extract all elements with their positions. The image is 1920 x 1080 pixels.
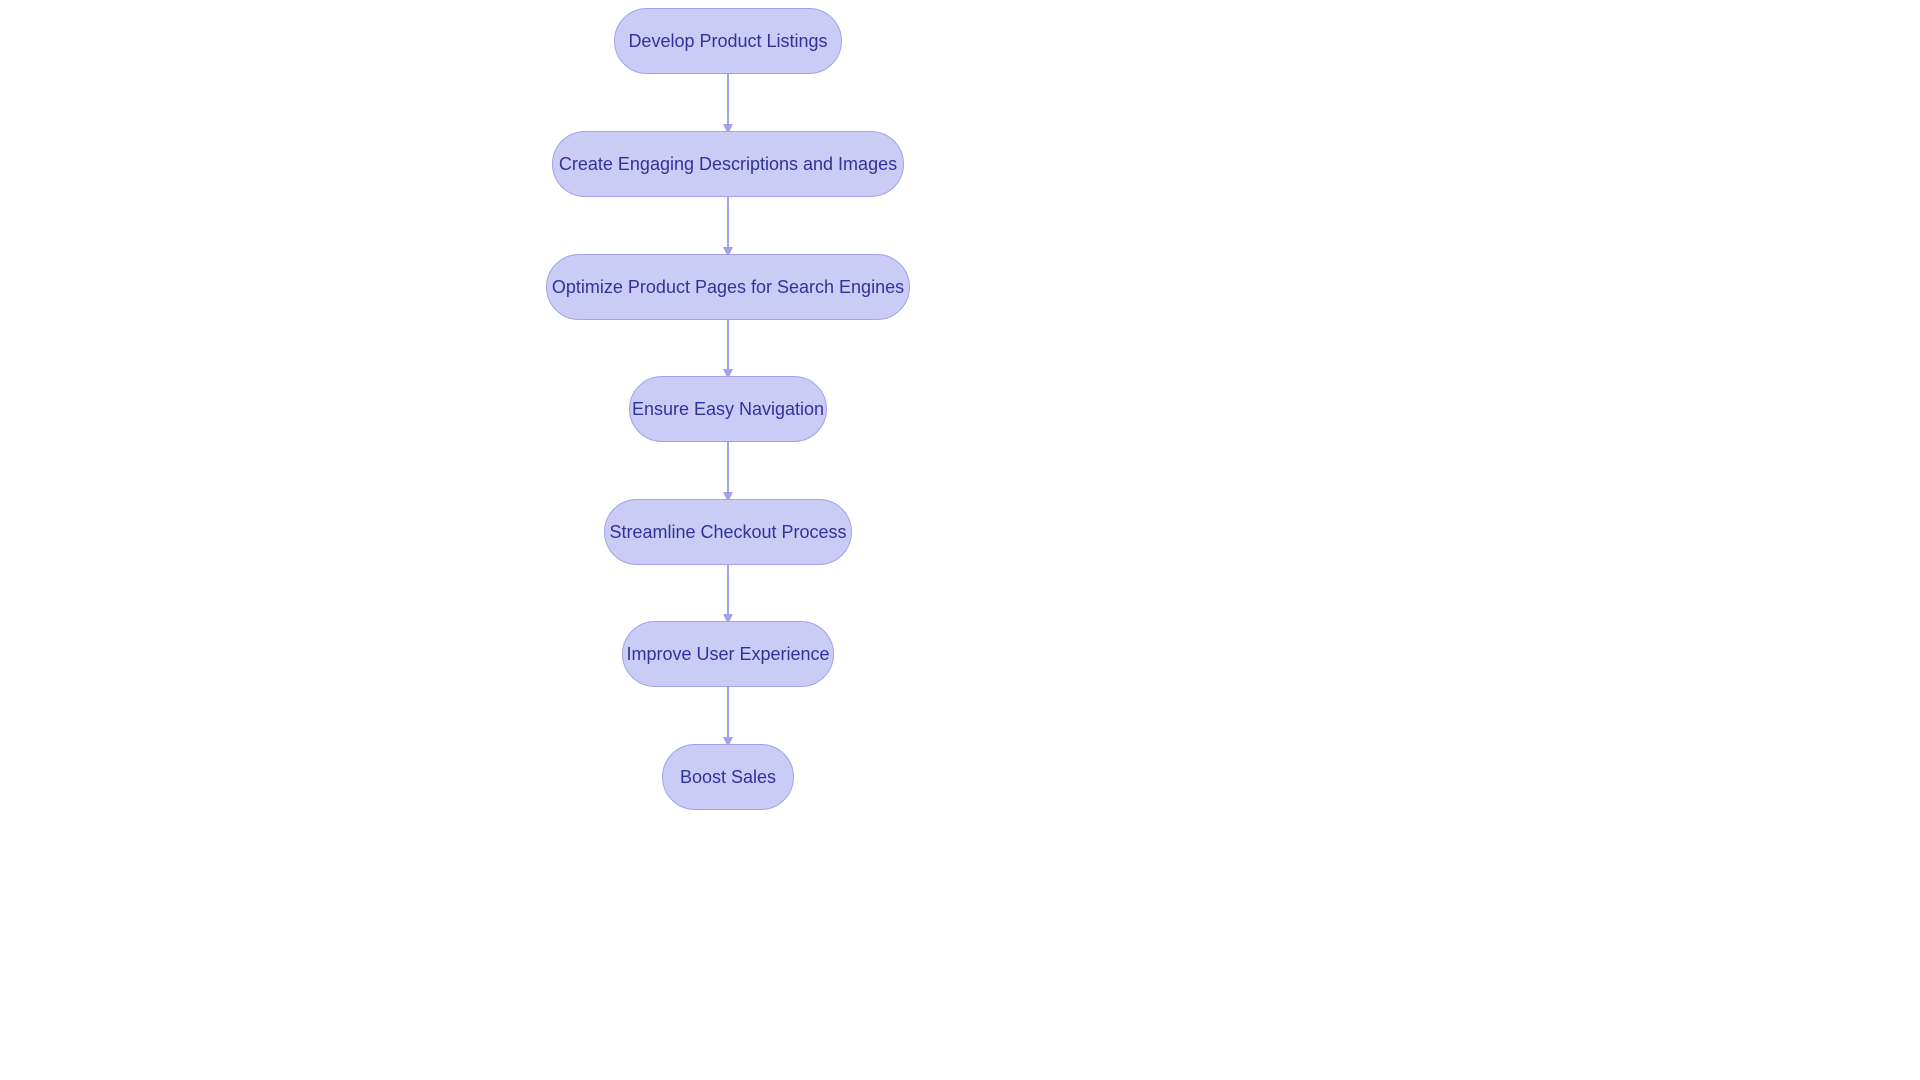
flowchart-node-label: Develop Product Listings	[628, 31, 827, 52]
flowchart-node: Improve User Experience	[622, 621, 834, 687]
flowchart-node: Ensure Easy Navigation	[629, 376, 827, 442]
flowchart-canvas: Develop Product Listings Create Engaging …	[0, 0, 1920, 1080]
flowchart-node-label: Improve User Experience	[626, 644, 829, 665]
flowchart-node-label: Create Engaging Descriptions and Images	[559, 154, 897, 175]
flowchart-node: Boost Sales	[662, 744, 794, 810]
flowchart-edges	[0, 0, 1920, 1080]
flowchart-node-label: Optimize Product Pages for Search Engine…	[552, 277, 904, 298]
flowchart-node: Develop Product Listings	[614, 8, 842, 74]
flowchart-node-label: Ensure Easy Navigation	[632, 399, 824, 420]
flowchart-node: Optimize Product Pages for Search Engine…	[546, 254, 910, 320]
flowchart-node-label: Boost Sales	[680, 767, 776, 788]
flowchart-node: Streamline Checkout Process	[604, 499, 852, 565]
flowchart-node: Create Engaging Descriptions and Images	[552, 131, 904, 197]
flowchart-node-label: Streamline Checkout Process	[609, 522, 846, 543]
